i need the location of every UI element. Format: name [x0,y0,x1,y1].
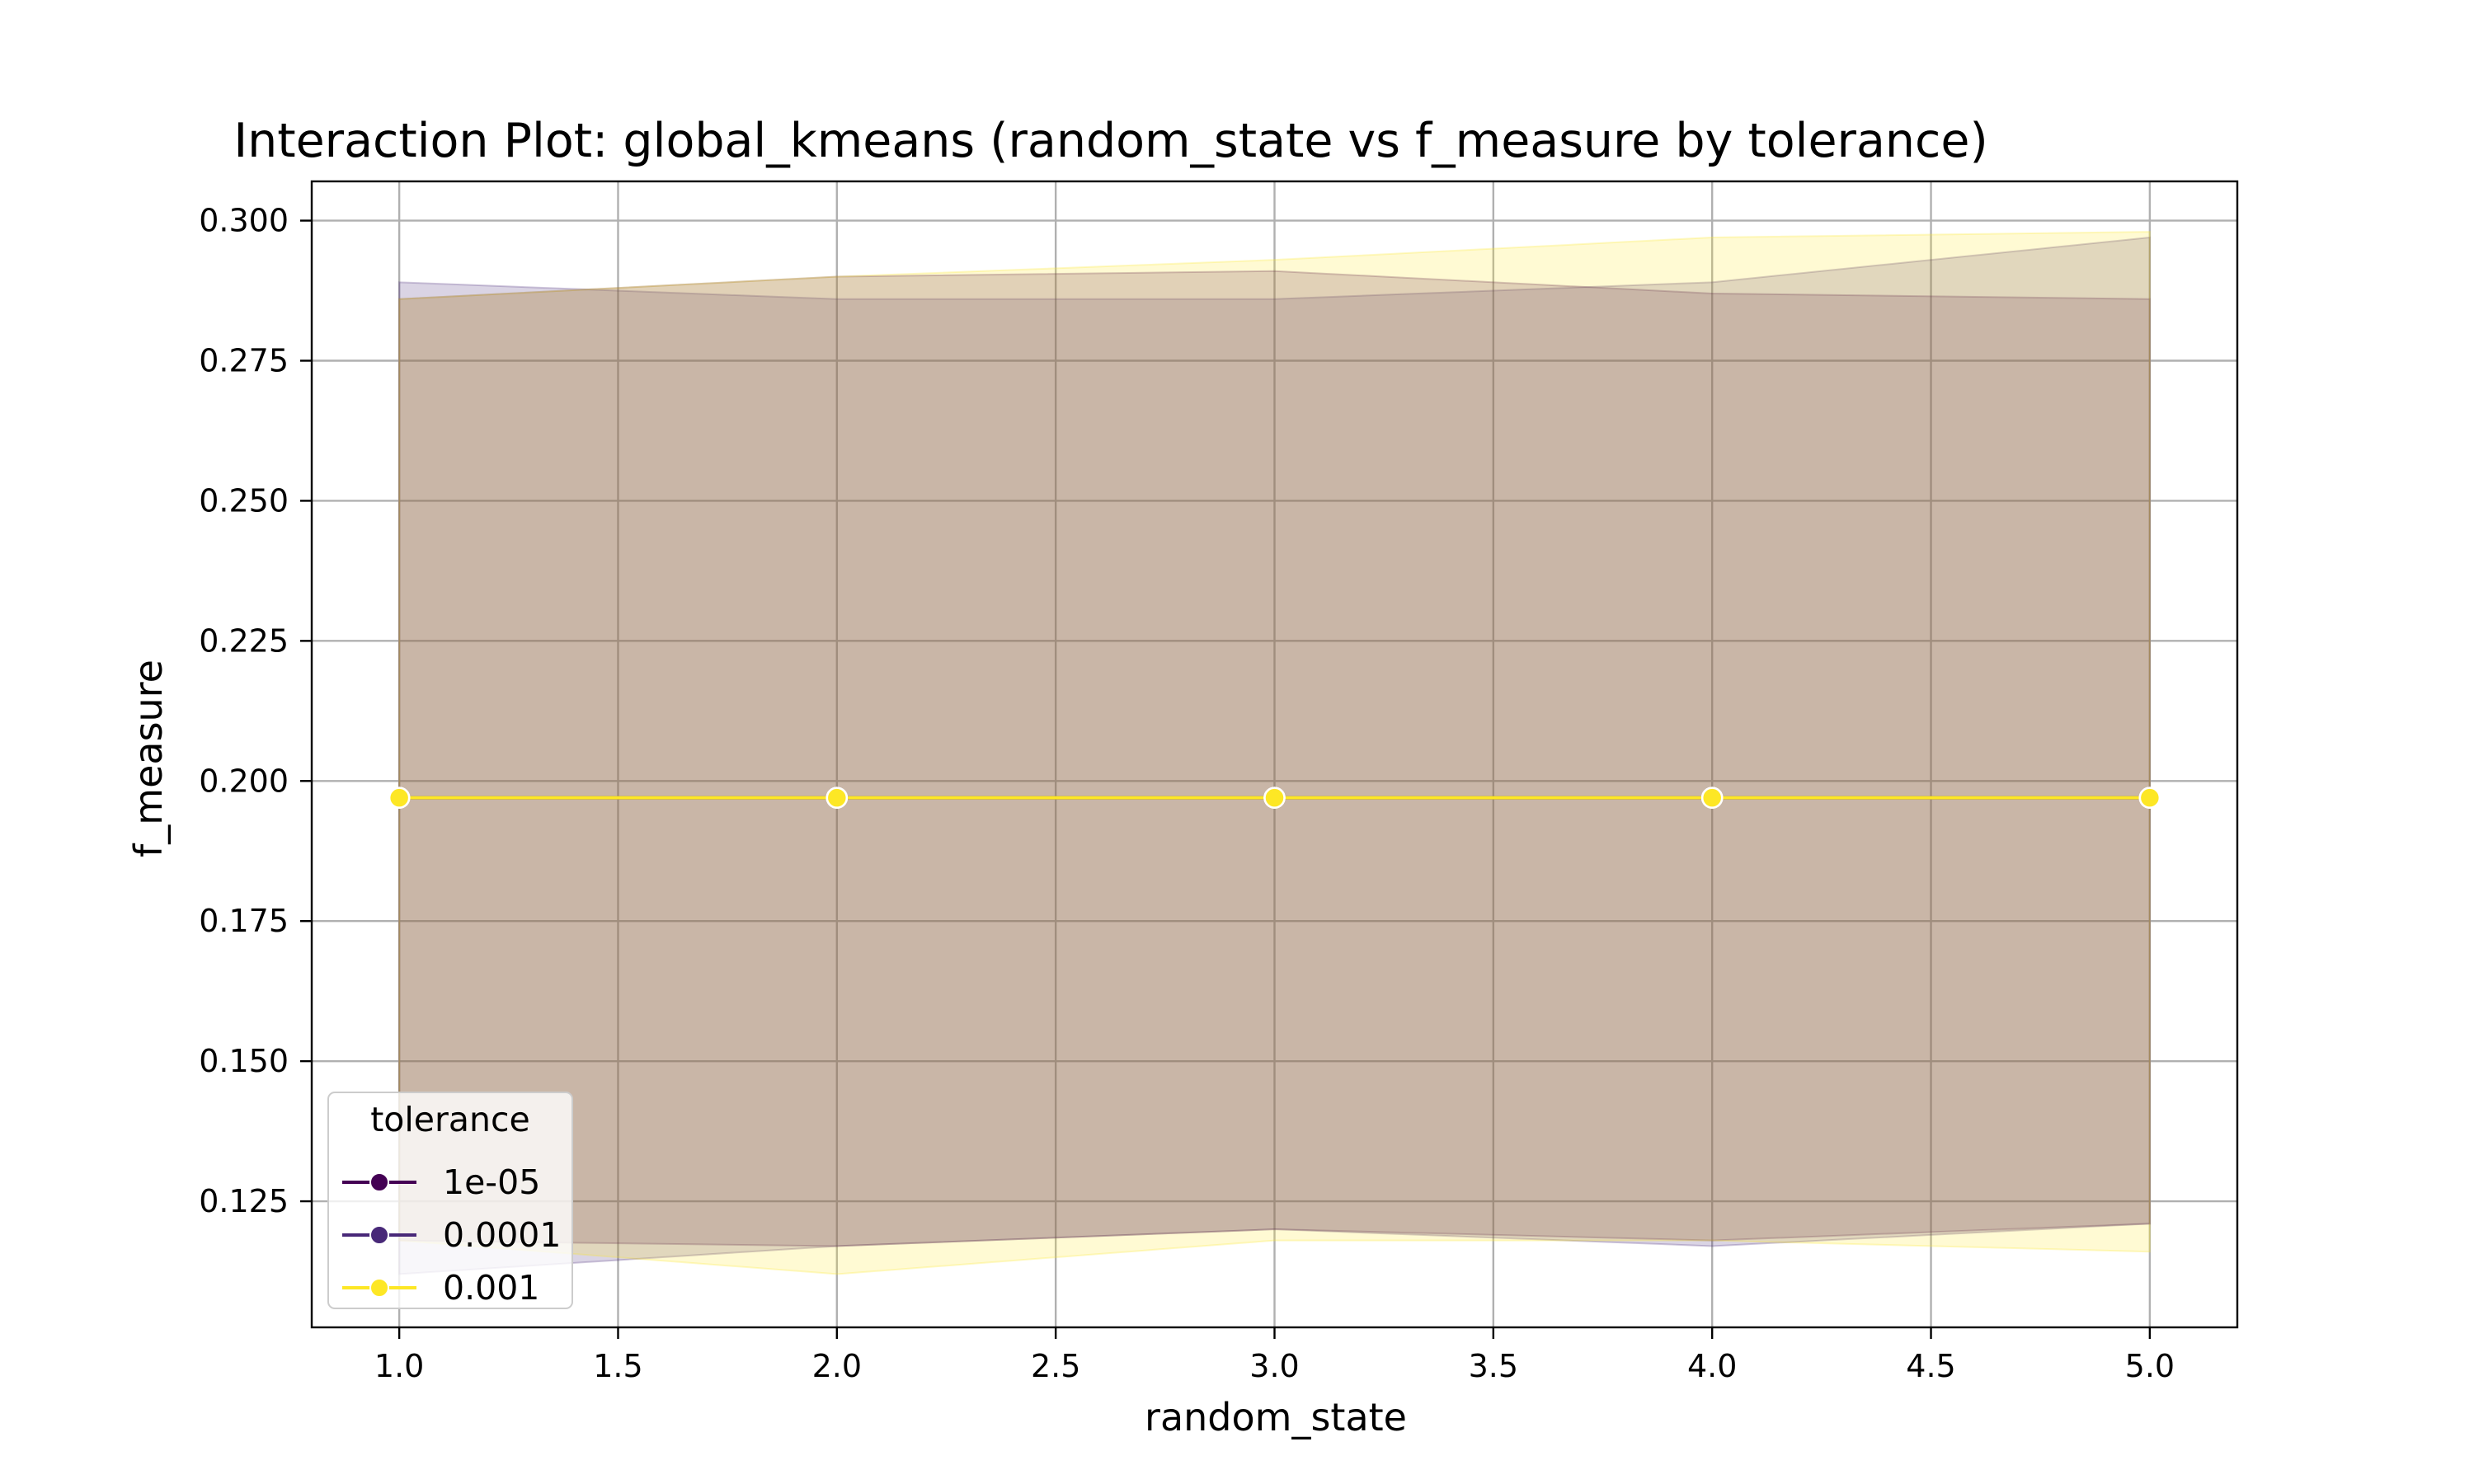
y-tick-label: 0.125 [199,1183,289,1219]
x-tick-label: 5.0 [2125,1348,2175,1384]
x-axis-label: random_state [1145,1395,1407,1439]
x-tick-label: 2.5 [1031,1348,1080,1384]
ci-band-series-2 [398,231,2151,1275]
legend-label: 1e-05 [443,1162,540,1202]
x-tick-label: 1.5 [593,1348,642,1384]
y-axis-label: f_measure [126,660,171,857]
y-tick-label: 0.275 [199,343,289,379]
legend: tolerance 1e-05 0.0001 0.001 [327,1092,573,1309]
point-series-2 [2138,787,2161,809]
y-tick-label: 0.200 [199,763,289,799]
grid-lines [312,181,2237,1327]
chart-title: Interaction Plot: global_kmeans (random_… [233,114,1987,168]
ci-band-series-0 [398,270,2151,1247]
x-tick-label: 2.0 [812,1348,862,1384]
point-series-2 [1263,787,1286,809]
legend-items: 1e-05 0.0001 0.001 [342,1162,561,1308]
series-markers [388,787,2161,809]
ci-band-series-1 [398,236,2151,1275]
point-series-2 [388,787,411,809]
y-tick-label: 0.175 [199,903,289,939]
point-series-2 [1700,787,1724,809]
y-tick-label: 0.150 [199,1043,289,1079]
legend-box [327,1092,573,1309]
x-tick-label: 3.5 [1469,1348,1518,1384]
legend-label: 0.001 [443,1268,539,1308]
legend-label: 0.0001 [443,1215,561,1255]
legend-swatch-marker [369,1278,389,1298]
y-tick-label: 0.250 [199,482,289,519]
y-tick-label: 0.300 [199,203,289,239]
x-tick-label: 1.0 [374,1348,424,1384]
legend-swatch-marker [369,1172,389,1192]
confidence-bands [398,231,2151,1275]
y-axis-ticks: 0.125 0.150 0.175 0.200 0.225 0.250 0.275 0.300 [199,203,312,1219]
x-tick-label: 4.5 [1906,1348,1955,1384]
legend-title: tolerance [370,1100,530,1139]
point-series-2 [825,787,849,809]
legend-swatch-marker [369,1225,389,1245]
y-tick-label: 0.225 [199,622,289,659]
x-axis-ticks: 1.0 1.5 2.0 2.5 3.0 3.5 4.0 4.5 5.0 [374,1327,2175,1384]
x-tick-label: 4.0 [1687,1348,1737,1384]
x-tick-label: 3.0 [1249,1348,1299,1384]
